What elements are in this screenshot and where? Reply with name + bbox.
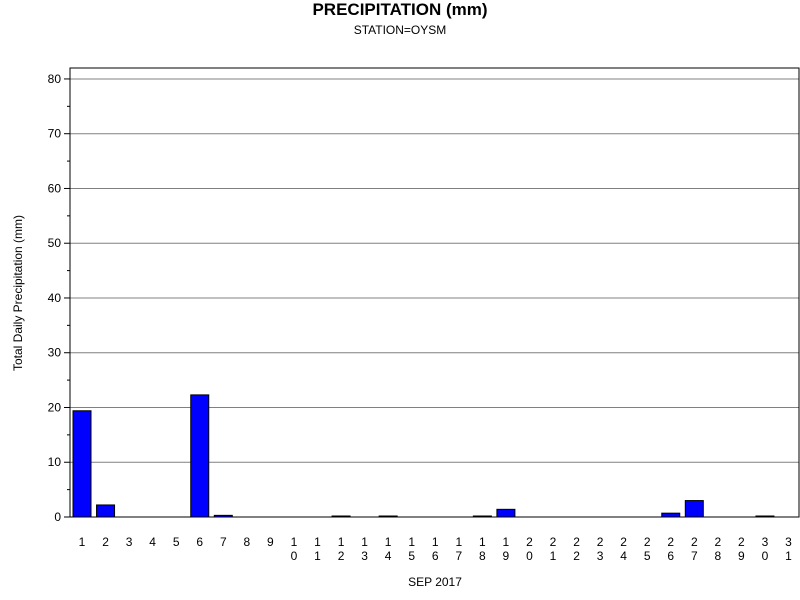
bar-day-6 <box>190 394 210 518</box>
x-axis-label: SEP 2017 <box>408 575 462 589</box>
y-tick-label: 10 <box>48 455 62 469</box>
x-tick-label: 6 <box>196 535 203 549</box>
y-tick-label: 60 <box>48 181 62 195</box>
x-tick-label: 3 <box>126 535 133 549</box>
bar-day-26 <box>661 512 681 518</box>
chart-subtitle: STATION=OYSM <box>353 23 447 37</box>
y-tick-label: 70 <box>48 127 62 141</box>
y-tick-label: 40 <box>48 291 62 305</box>
y-tick-label: 30 <box>48 346 62 360</box>
y-tick-label: 50 <box>48 236 62 250</box>
y-tick-label: 0 <box>54 510 61 524</box>
y-tick-label: 80 <box>48 72 62 86</box>
x-tick-label: 7 <box>220 535 227 549</box>
x-tick-label: 2 <box>102 535 109 549</box>
plot-frame <box>69 67 800 518</box>
bar-day-2 <box>96 504 116 518</box>
bar-day-1 <box>72 410 92 518</box>
x-tick-label: 8 <box>244 535 251 549</box>
y-tick-label: 20 <box>48 400 62 414</box>
x-tick-label: 5 <box>173 535 180 549</box>
bar-day-19 <box>496 508 516 518</box>
bar-day-27 <box>684 500 704 518</box>
x-tick-label: 1 <box>79 535 86 549</box>
y-axis-label: Total Daily Precipitation (mm) <box>11 215 25 371</box>
x-tick-label: 4 <box>149 535 156 549</box>
x-tick-label: 9 <box>267 535 274 549</box>
chart-title: PRECIPITATION (mm) <box>312 0 488 19</box>
